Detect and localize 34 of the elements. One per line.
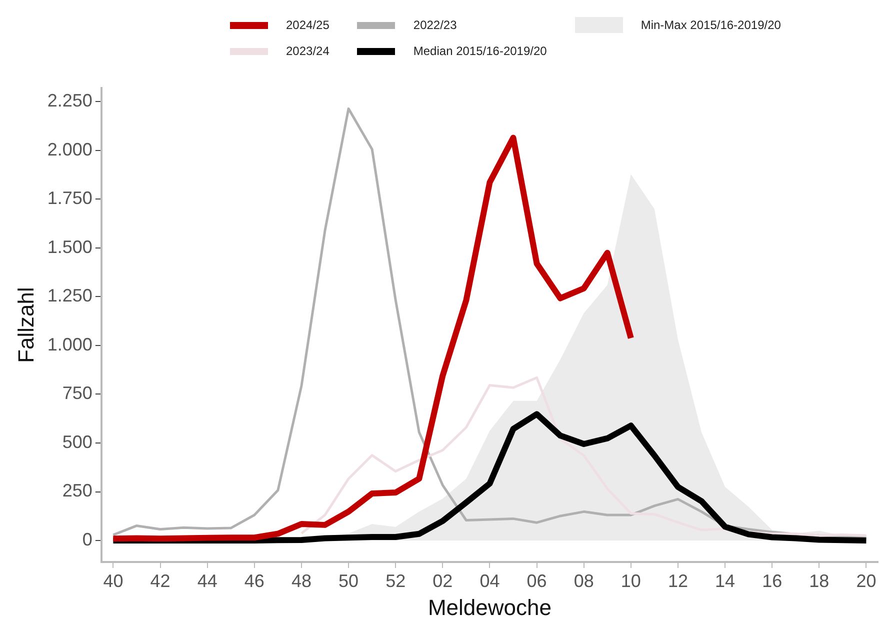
x-tick-label: 14 (715, 570, 736, 591)
y-axis-title: Fallzahl (13, 287, 38, 363)
y-tick-label: 2.250 (47, 90, 92, 111)
y-tick-label: 2.000 (47, 139, 92, 160)
y-tick-label: 0 (82, 530, 92, 550)
x-tick-label: 40 (103, 570, 124, 591)
legend-label: 2024/25 (286, 18, 330, 32)
legend-label: Min-Max 2015/16-2019/20 (640, 18, 781, 32)
y-tick-label: 1.250 (47, 286, 92, 306)
x-tick-label: 02 (432, 570, 453, 591)
x-tick-label: 10 (620, 570, 641, 591)
x-tick-label: 18 (809, 570, 830, 591)
y-tick-label: 500 (62, 432, 92, 452)
legend-label: 2022/23 (413, 18, 457, 32)
x-tick-label: 46 (244, 570, 264, 591)
x-tick-label: 06 (526, 570, 547, 591)
x-tick-label: 44 (197, 570, 218, 591)
x-tick-label: 20 (856, 570, 876, 591)
x-tick-label: 08 (574, 570, 594, 591)
legend-label: 2023/24 (286, 44, 330, 58)
x-tick-label: 50 (338, 570, 359, 591)
x-tick-label: 12 (668, 570, 688, 591)
x-tick-label: 52 (386, 570, 406, 591)
y-tick-label: 250 (62, 480, 92, 501)
y-tick-label: 1.750 (47, 188, 92, 208)
y-tick-label: 1.000 (47, 334, 92, 354)
x-axis-title: Meldewoche (428, 594, 552, 620)
x-tick-label: 16 (762, 570, 782, 591)
y-tick-label: 750 (62, 383, 92, 404)
x-tick-label: 42 (150, 570, 170, 591)
x-tick-label: 48 (291, 570, 312, 591)
legend-label: Median 2015/16-2019/20 (413, 44, 547, 58)
x-tick-label: 04 (480, 570, 500, 591)
y-tick-label: 1.500 (47, 236, 92, 257)
